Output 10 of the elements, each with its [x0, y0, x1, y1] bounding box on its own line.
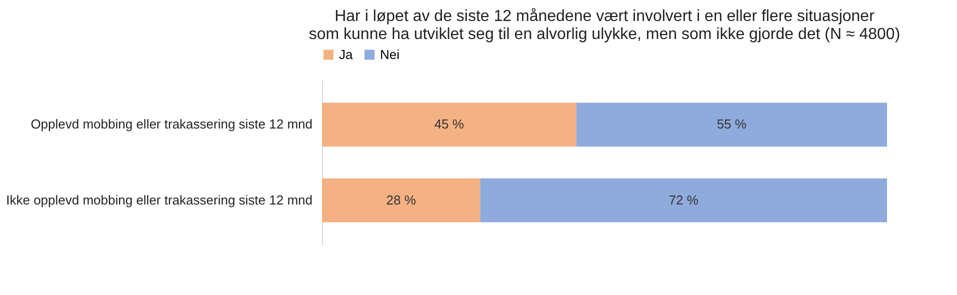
data-label: 45 % — [434, 116, 464, 132]
y-tick-label: Ikke opplevd mobbing eller trakassering siste 12 mnd — [6, 192, 312, 208]
data-label: 72 % — [668, 192, 699, 208]
legend-label: Nei — [380, 46, 400, 62]
data-label: 28 % — [386, 192, 416, 208]
text: som kunne ha utviklet seg til en alvorlig ulykke, men som ikke gjorde det (N ≈ 4800) — [308, 26, 900, 43]
legend-label: Ja — [339, 46, 354, 62]
y-tick-label: Opplevd mobbing eller trakassering siste 12 mnd — [30, 116, 312, 132]
data-label: 55 % — [716, 116, 747, 132]
text: Har i løpet av de siste 12 månedene vært involvert i en eller flere situasjoner — [334, 8, 874, 25]
